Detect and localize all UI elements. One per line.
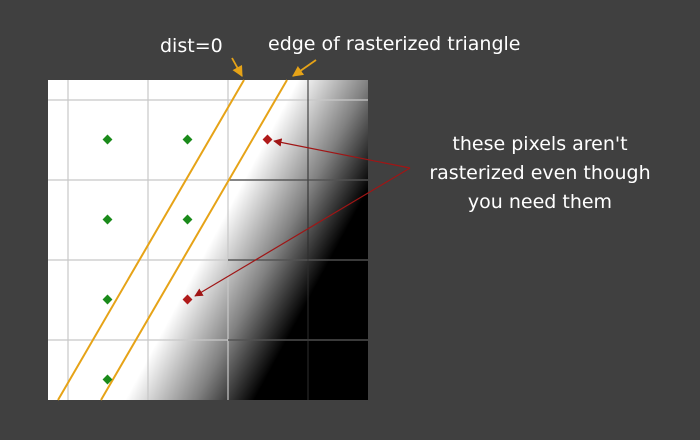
- note-line: rasterized even though: [429, 162, 651, 184]
- note-line: you need them: [467, 191, 613, 213]
- note-line: these pixels aren't: [452, 133, 628, 155]
- missed-pixel-arrow-bottom: [194, 167, 411, 297]
- missed-pixels: [182, 134, 273, 305]
- rasterized-pixel-dot: [182, 214, 193, 225]
- missed-pixel-dot: [262, 134, 273, 145]
- triangle-edge-label: edge of rasterized triangle: [268, 33, 521, 55]
- edge-label-pointer: [292, 59, 317, 77]
- missed-pixel-arrow-top: [273, 138, 411, 169]
- missed-pixels-note: these pixels aren't rasterized even thou…: [400, 130, 680, 217]
- dist-label-pointer: [231, 57, 243, 77]
- pixel-grid: [48, 80, 368, 400]
- grid-lines-light: [48, 80, 368, 400]
- rasterized-pixel-dot: [102, 134, 113, 145]
- grid-lines-dark: [228, 80, 368, 400]
- rasterized-pixel-dot: [102, 214, 113, 225]
- dist-zero-label: dist=0: [160, 35, 223, 57]
- dist-zero-line: [57, 79, 245, 401]
- triangle-edge-line: [100, 79, 288, 401]
- gradient-field: [48, 80, 368, 400]
- missed-pixel-dot: [182, 294, 193, 305]
- rasterized-pixel-dot: [182, 134, 193, 145]
